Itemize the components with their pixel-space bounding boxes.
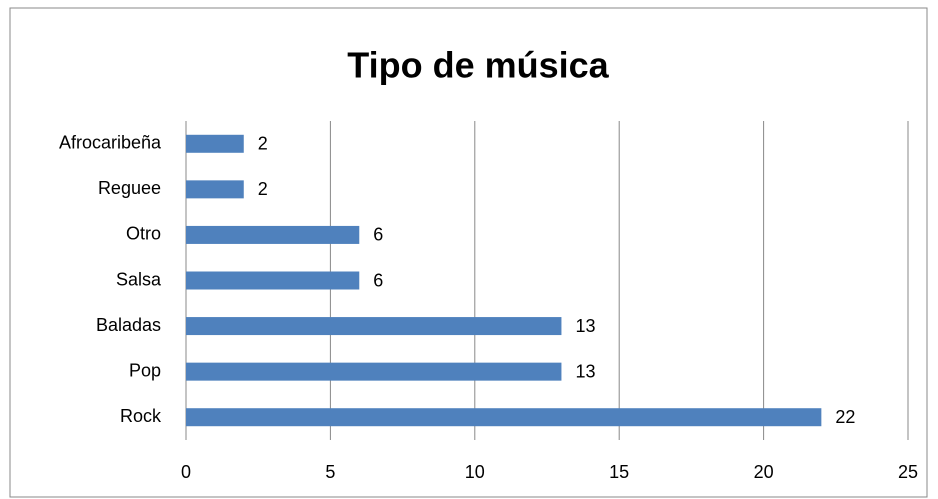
y-tick-label: Afrocaribeña [59,133,162,153]
y-tick-label: Salsa [116,269,162,289]
bar [186,134,244,153]
bar [186,225,360,244]
x-tick-label: 0 [181,462,191,482]
bar [186,317,562,336]
y-tick-label: Otro [126,224,161,244]
y-tick-label: Baladas [96,315,161,335]
x-tick-label: 15 [609,462,629,482]
bar [186,362,562,381]
bar [186,180,244,199]
x-tick-label: 5 [325,462,335,482]
data-label: 13 [575,361,595,381]
data-label: 13 [575,316,595,336]
y-tick-label: Reguee [98,178,161,198]
chart-title: Tipo de música [347,45,609,86]
data-label: 6 [373,270,383,290]
bar [186,408,822,427]
x-tick-label: 20 [754,462,774,482]
y-tick-label: Rock [120,406,162,426]
x-tick-label: 25 [898,462,918,482]
y-tick-label: Pop [129,360,161,380]
data-label: 22 [835,407,855,427]
data-label: 6 [373,225,383,245]
data-label: 2 [258,179,268,199]
data-label: 2 [258,134,268,154]
bar [186,271,360,290]
x-tick-label: 10 [465,462,485,482]
